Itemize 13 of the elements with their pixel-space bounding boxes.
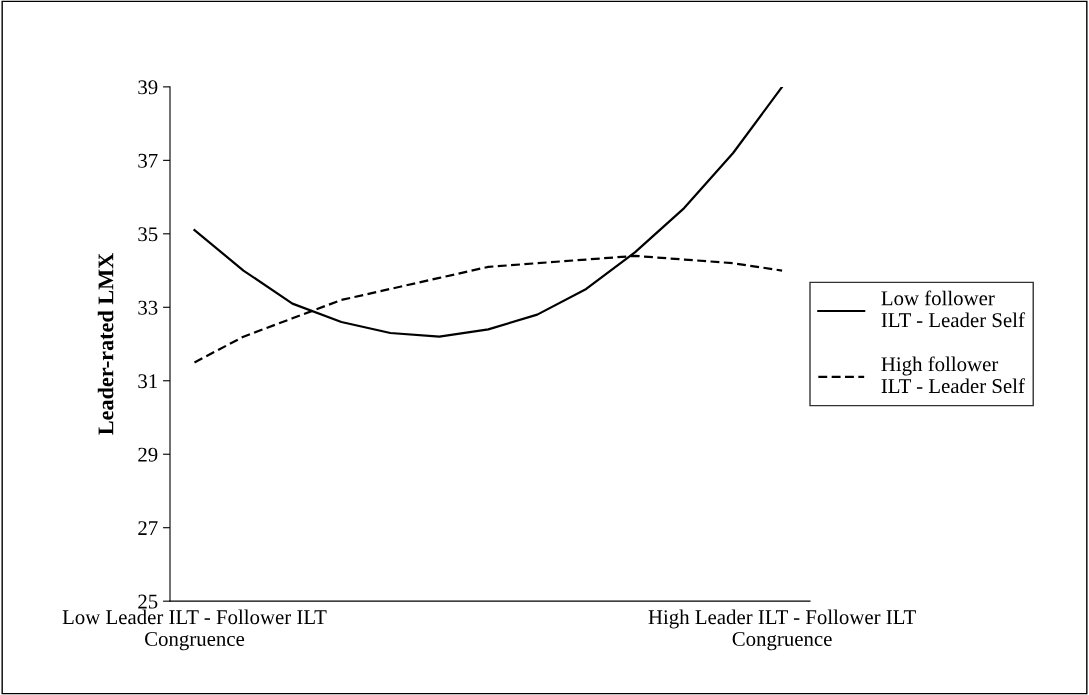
x-tick-label: Low Leader ILT - Follower ILT Congruence [62,609,327,651]
y-tick-label: 33 [138,300,158,315]
x-tick-label: High Leader ILT - Follower ILT Congruence [648,609,916,651]
legend-label: Low follower ILT - Leader Self [881,290,1025,328]
y-tick-label: 27 [138,521,158,535]
y-tick-label: 25 [138,594,158,609]
legend-label: High follower ILT - Leader Self [881,356,1025,394]
y-tick-label: 37 [138,153,158,168]
y-tick-label: 31 [138,374,157,389]
y-tick-label: 39 [138,80,158,95]
y-axis-title: Leader-rated LMX [97,253,114,435]
y-tick-label: 29 [138,447,158,462]
y-tick-label: 35 [138,227,158,242]
